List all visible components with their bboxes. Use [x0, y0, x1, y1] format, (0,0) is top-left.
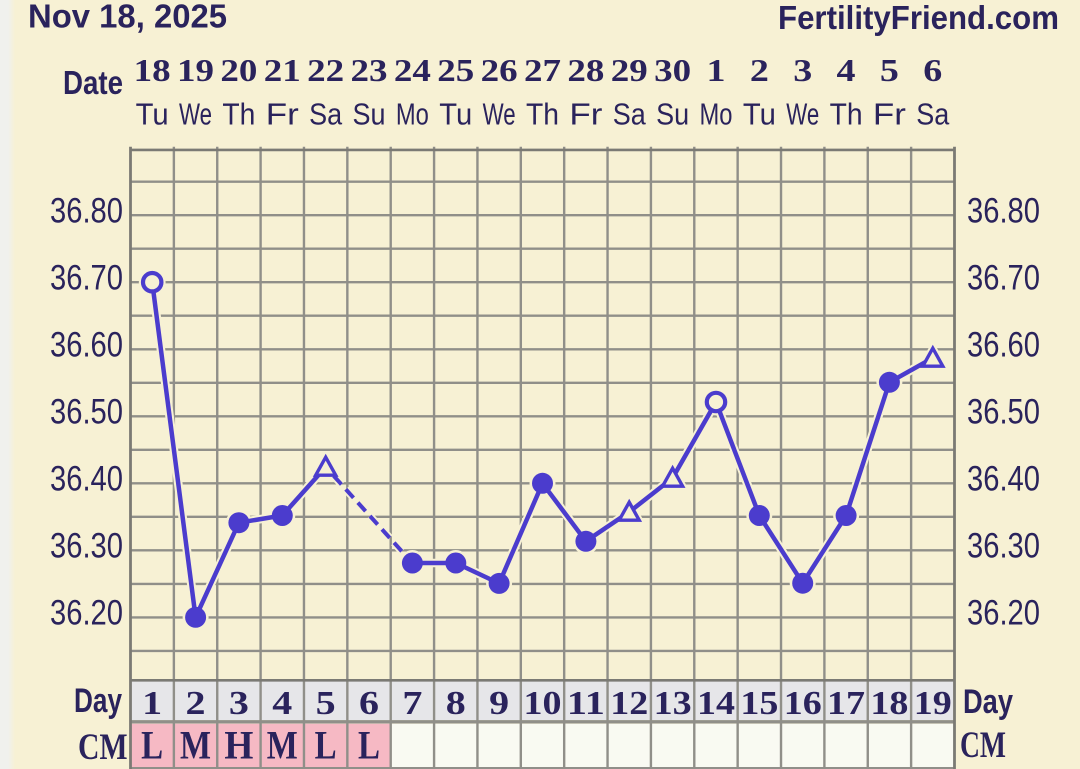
svg-text:Fr: Fr — [873, 97, 906, 132]
svg-text:36.50: 36.50 — [50, 392, 123, 432]
svg-text:Tu: Tu — [136, 97, 169, 132]
svg-text:36.30: 36.30 — [967, 526, 1040, 566]
svg-text:36.60: 36.60 — [967, 325, 1040, 365]
svg-text:6: 6 — [923, 53, 942, 88]
svg-text:L: L — [141, 723, 163, 768]
svg-text:Tu: Tu — [439, 97, 472, 132]
svg-text:26: 26 — [481, 53, 518, 88]
svg-text:36.70: 36.70 — [967, 258, 1040, 298]
svg-text:Day: Day — [74, 682, 122, 720]
svg-text:3: 3 — [229, 685, 249, 722]
svg-text:L: L — [358, 723, 380, 768]
svg-text:19: 19 — [914, 685, 952, 722]
svg-text:3: 3 — [793, 53, 812, 88]
svg-text:5: 5 — [316, 685, 336, 722]
svg-text:Nov 18, 2025: Nov 18, 2025 — [28, 0, 227, 35]
svg-text:18: 18 — [134, 53, 171, 88]
svg-text:4: 4 — [272, 685, 292, 722]
svg-text:Day: Day — [963, 683, 1013, 721]
svg-text:36.20: 36.20 — [50, 593, 123, 633]
svg-text:Sa: Sa — [309, 97, 343, 132]
svg-text:28: 28 — [567, 53, 604, 88]
svg-text:12: 12 — [610, 685, 648, 722]
svg-text:8: 8 — [446, 685, 466, 722]
svg-text:Th: Th — [526, 97, 559, 132]
svg-text:25: 25 — [437, 53, 474, 88]
svg-text:36.50: 36.50 — [967, 392, 1040, 432]
svg-text:36.40: 36.40 — [50, 459, 123, 499]
svg-text:We: We — [786, 97, 819, 132]
svg-text:36.70: 36.70 — [50, 258, 123, 298]
svg-text:13: 13 — [654, 685, 692, 722]
svg-text:21: 21 — [264, 53, 301, 88]
svg-text:24: 24 — [394, 53, 431, 88]
svg-text:CM: CM — [78, 727, 128, 768]
svg-text:6: 6 — [359, 685, 379, 722]
svg-text:H: H — [224, 723, 253, 768]
svg-text:1: 1 — [706, 53, 725, 88]
svg-text:36.60: 36.60 — [50, 325, 123, 365]
svg-text:2: 2 — [750, 53, 769, 88]
svg-text:2: 2 — [186, 685, 206, 722]
svg-text:11: 11 — [567, 685, 605, 722]
svg-text:22: 22 — [307, 53, 344, 88]
svg-text:Fr: Fr — [569, 97, 602, 132]
svg-text:14: 14 — [697, 685, 735, 722]
svg-text:10: 10 — [523, 685, 561, 722]
svg-text:36.20: 36.20 — [967, 593, 1040, 633]
svg-text:36.80: 36.80 — [50, 191, 123, 231]
svg-text:Date: Date — [63, 64, 123, 101]
svg-text:15: 15 — [740, 685, 778, 722]
svg-text:36.80: 36.80 — [967, 191, 1040, 231]
svg-text:16: 16 — [784, 685, 822, 722]
svg-text:CM: CM — [960, 725, 1006, 766]
svg-text:19: 19 — [177, 53, 214, 88]
svg-text:Th: Th — [830, 97, 863, 132]
svg-text:20: 20 — [220, 53, 257, 88]
svg-text:36.40: 36.40 — [967, 459, 1040, 499]
svg-text:29: 29 — [611, 53, 648, 88]
svg-text:18: 18 — [870, 685, 908, 722]
svg-text:We: We — [483, 97, 516, 132]
svg-text:5: 5 — [880, 53, 899, 88]
svg-text:9: 9 — [489, 685, 509, 722]
svg-text:Mo: Mo — [699, 97, 732, 132]
svg-text:30: 30 — [654, 53, 691, 88]
svg-text:17: 17 — [827, 685, 865, 722]
svg-text:Fr: Fr — [266, 97, 299, 132]
svg-text:FertilityFriend.com: FertilityFriend.com — [778, 0, 1059, 36]
svg-text:M: M — [267, 723, 298, 768]
svg-text:L: L — [315, 723, 337, 768]
svg-text:Mo: Mo — [396, 97, 429, 132]
svg-text:M: M — [180, 723, 211, 768]
svg-text:4: 4 — [837, 53, 856, 88]
svg-text:Su: Su — [656, 97, 689, 132]
svg-text:Th: Th — [222, 97, 255, 132]
svg-text:27: 27 — [524, 53, 561, 88]
svg-text:Sa: Sa — [613, 97, 647, 132]
svg-text:Tu: Tu — [743, 97, 776, 132]
svg-text:23: 23 — [351, 53, 388, 88]
svg-text:36.30: 36.30 — [50, 526, 123, 566]
svg-text:We: We — [179, 97, 212, 132]
svg-text:Su: Su — [353, 97, 386, 132]
svg-text:7: 7 — [402, 685, 422, 722]
svg-text:1: 1 — [142, 685, 162, 722]
svg-text:Sa: Sa — [916, 97, 950, 132]
